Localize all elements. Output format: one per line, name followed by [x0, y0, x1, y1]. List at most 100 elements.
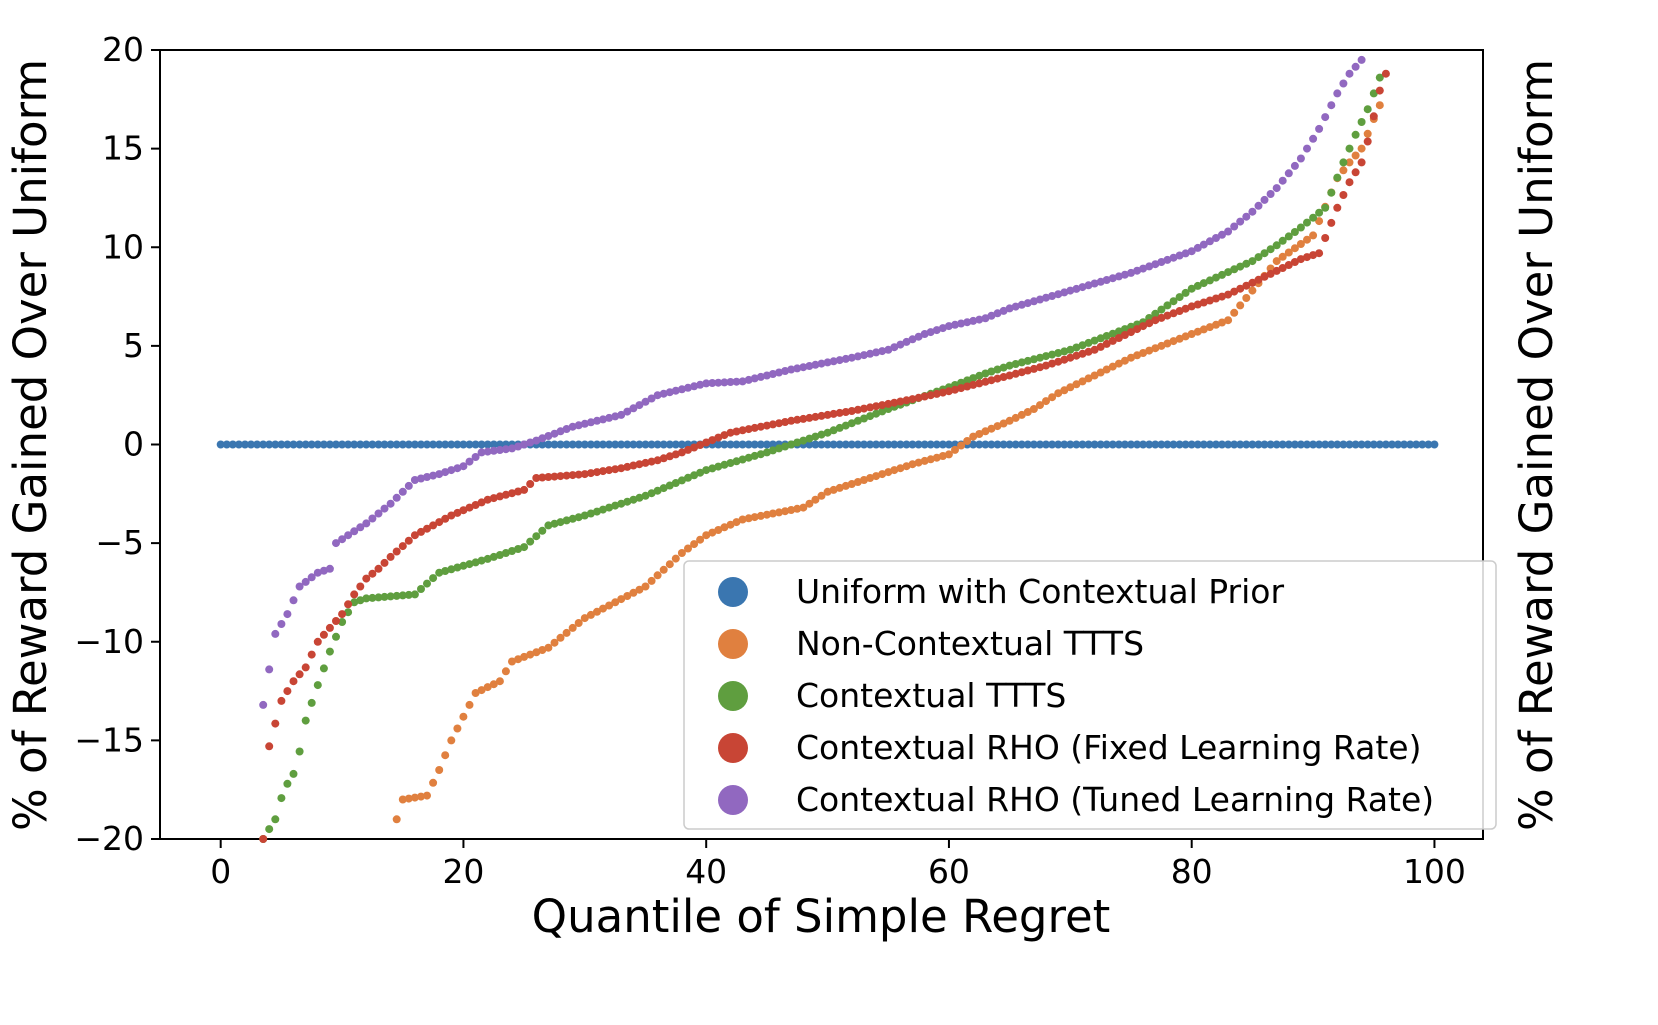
data-point — [647, 489, 656, 498]
data-point — [1284, 248, 1293, 257]
data-point — [617, 410, 626, 419]
data-point — [1369, 89, 1378, 98]
data-point — [277, 440, 286, 449]
data-point — [653, 571, 662, 580]
data-point — [550, 638, 559, 647]
data-point — [1157, 440, 1166, 449]
data-point — [847, 440, 856, 449]
legend-marker — [718, 577, 748, 607]
data-point — [1036, 401, 1044, 410]
data-point — [447, 440, 456, 449]
data-point — [665, 388, 674, 397]
data-point — [1248, 207, 1257, 216]
data-point — [483, 683, 492, 692]
data-point — [1029, 440, 1038, 449]
data-point — [508, 657, 516, 666]
data-point — [1114, 334, 1123, 342]
data-point — [860, 476, 868, 484]
data-point — [1060, 386, 1069, 395]
x-tick-label: 60 — [928, 852, 970, 891]
data-point — [993, 440, 1002, 449]
data-point — [999, 373, 1008, 381]
data-point — [1120, 270, 1129, 279]
data-point — [957, 319, 966, 328]
data-point — [1175, 251, 1184, 260]
data-point — [920, 330, 929, 338]
data-point — [696, 535, 705, 544]
data-point — [647, 440, 656, 449]
data-point — [1321, 440, 1330, 449]
data-point — [629, 588, 638, 597]
data-point — [890, 398, 899, 407]
data-point — [817, 440, 826, 449]
data-point — [720, 431, 729, 440]
data-point — [599, 415, 607, 424]
data-point — [1169, 337, 1178, 346]
data-point — [344, 608, 353, 617]
data-point — [599, 505, 607, 514]
data-point — [586, 418, 595, 427]
data-point — [1236, 284, 1245, 293]
data-point — [914, 458, 923, 467]
data-point — [471, 501, 480, 509]
data-point — [1005, 304, 1014, 313]
data-point — [1054, 349, 1063, 357]
data-point — [665, 560, 674, 569]
data-point — [732, 377, 741, 386]
data-point — [866, 440, 875, 449]
data-point — [301, 716, 310, 725]
data-point — [993, 374, 1002, 383]
data-point — [993, 309, 1002, 318]
data-point — [398, 440, 407, 449]
data-point — [289, 769, 298, 778]
data-point — [696, 380, 705, 389]
data-point — [781, 507, 790, 516]
series-2-points — [392, 101, 1384, 824]
data-point — [544, 432, 553, 440]
data-point — [944, 387, 953, 396]
data-point — [811, 432, 820, 441]
data-point — [1005, 440, 1014, 449]
data-point — [1351, 62, 1360, 71]
legend-label: Contextual RHO (Tuned Learning Rate) — [796, 780, 1434, 819]
data-point — [447, 565, 456, 574]
data-point — [277, 794, 286, 803]
data-point — [593, 440, 601, 449]
data-point — [417, 440, 425, 449]
data-point — [1266, 269, 1275, 278]
data-point — [447, 466, 456, 475]
data-point — [1363, 137, 1372, 146]
data-point — [374, 564, 383, 573]
data-point — [732, 457, 741, 466]
data-point — [1114, 327, 1123, 336]
data-point — [1212, 294, 1220, 303]
data-point — [1127, 353, 1135, 362]
data-point — [586, 509, 595, 518]
data-point — [1260, 249, 1269, 258]
data-point — [811, 440, 820, 449]
data-point — [975, 379, 984, 388]
data-point — [538, 440, 547, 449]
data-point — [313, 440, 322, 449]
legend: Uniform with Contextual Prior Non-Context… — [683, 560, 1497, 830]
data-point — [465, 503, 474, 512]
data-point — [884, 399, 893, 408]
data-point — [1102, 276, 1111, 284]
data-point — [1139, 349, 1148, 357]
data-point — [1169, 309, 1178, 318]
data-point — [441, 468, 450, 477]
data-point — [1309, 440, 1318, 449]
data-point — [392, 547, 401, 556]
data-point — [677, 440, 686, 449]
data-point — [1230, 440, 1239, 449]
data-point — [453, 508, 462, 517]
data-point — [253, 440, 262, 449]
data-point — [1309, 251, 1318, 260]
data-point — [301, 663, 310, 672]
data-point — [847, 353, 856, 362]
data-point — [1224, 227, 1233, 236]
data-point — [435, 766, 444, 774]
data-point — [319, 440, 328, 449]
data-point — [975, 315, 984, 324]
data-point — [495, 446, 504, 454]
